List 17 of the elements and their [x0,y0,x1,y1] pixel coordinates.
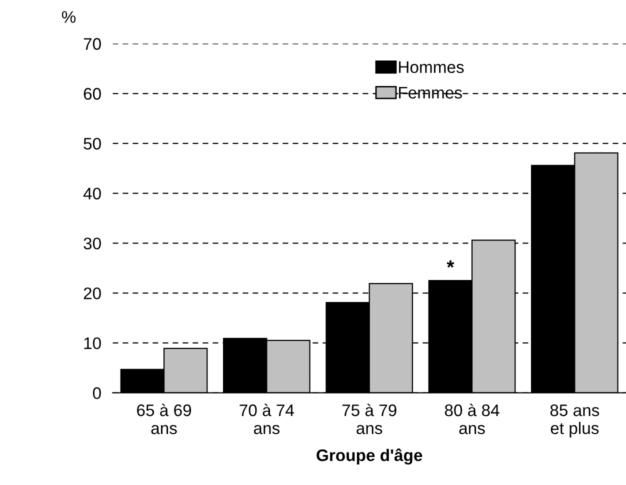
x-tick-label: 80 à 84 ans [444,404,500,434]
y-tick-label: 60 [84,88,101,100]
legend-label: Hommes [399,61,464,74]
y-axis-title: % [62,11,76,23]
y-tick-label: 30 [84,238,101,250]
y-tick-label: 0 [92,387,101,400]
y-tick-label: 10 [84,337,101,350]
y-tick-label: 70 [84,38,101,50]
annotation: * [446,260,454,268]
x-tick-label: 70 à 74 ans [240,404,294,434]
y-tick-label: 50 [84,138,101,150]
x-tick-label: 85 ans et plus [550,404,600,438]
x-tick-label: 65 à 69 ans [137,404,192,434]
x-axis-title: Groupe d'âge [316,448,422,465]
y-tick-label: 40 [83,188,101,200]
x-tick-label: 75 à 79 ans [342,404,396,434]
y-tick-label: 20 [84,287,101,300]
